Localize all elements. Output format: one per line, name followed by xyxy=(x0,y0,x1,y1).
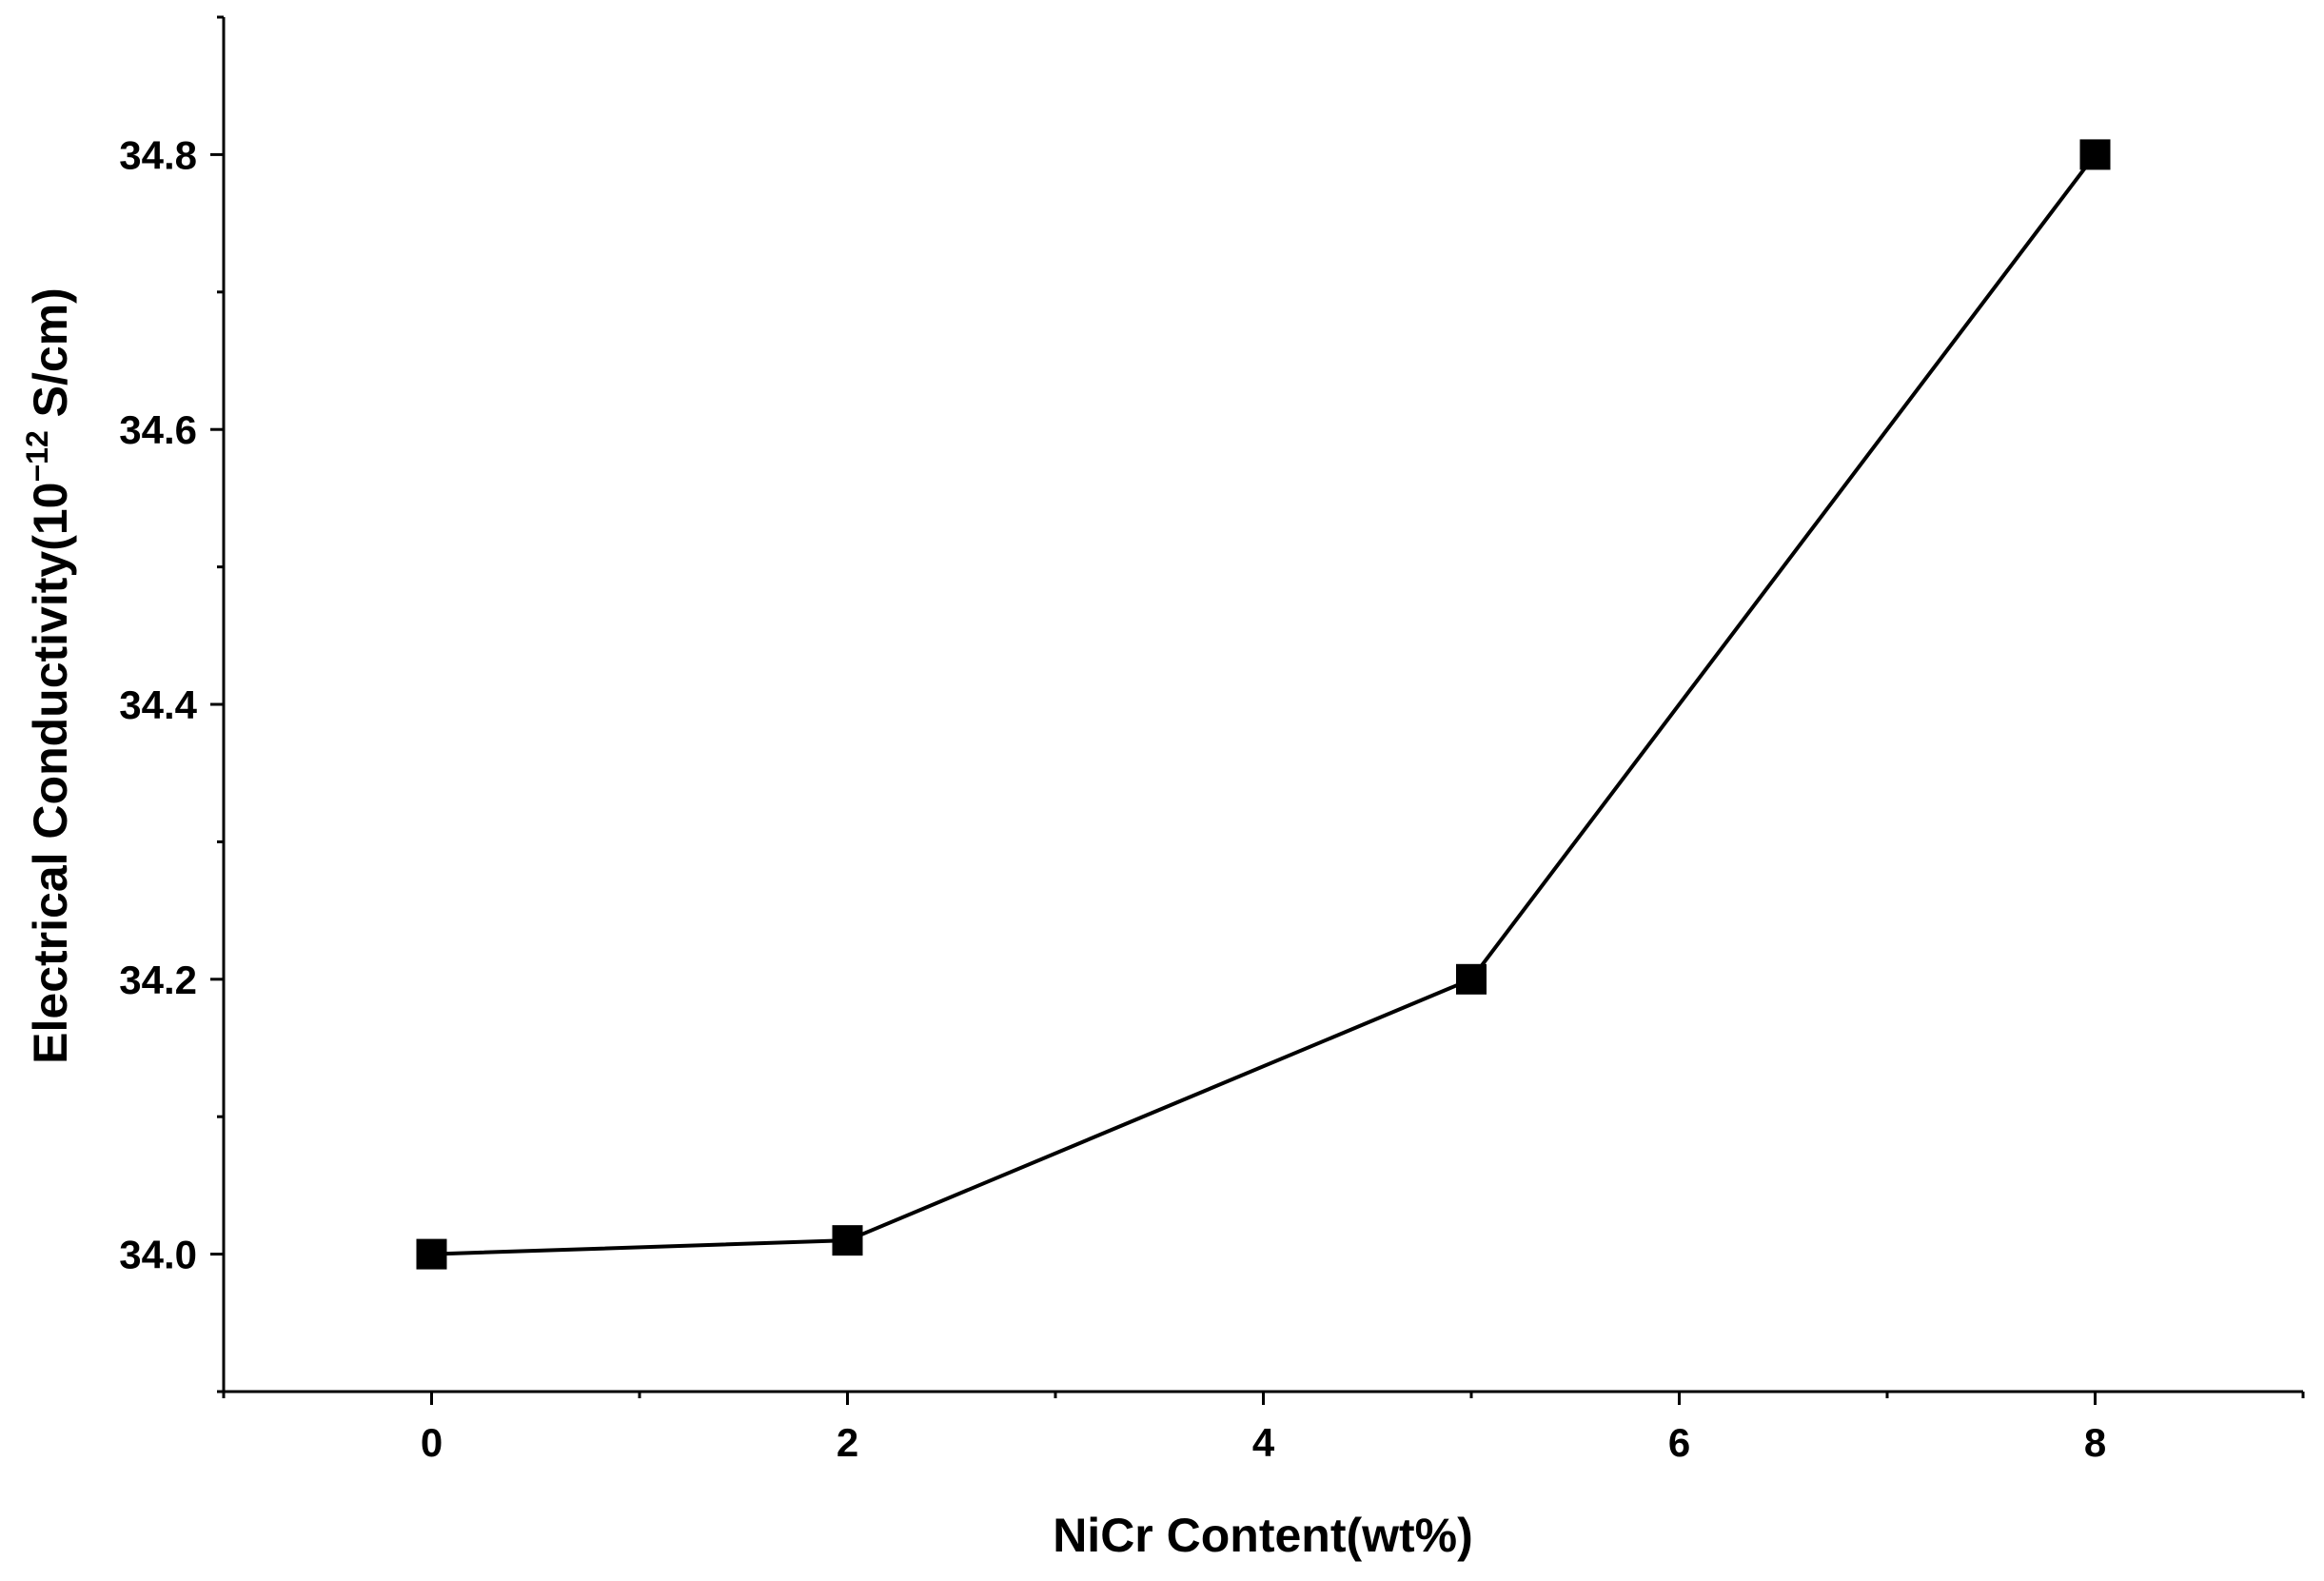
axes xyxy=(222,17,2303,1393)
y-tick-label: 34.6 xyxy=(119,407,197,452)
series xyxy=(416,139,2111,1270)
data-point xyxy=(832,1225,863,1256)
x-tick-label: 4 xyxy=(1252,1420,1275,1465)
y-tick-label: 34.0 xyxy=(119,1233,197,1277)
y-tick-label: 34.8 xyxy=(119,132,197,177)
x-tick-label: 8 xyxy=(2084,1420,2106,1465)
y-axis-title-suffix: S/cm) xyxy=(24,287,77,430)
y-tick-label: 34.2 xyxy=(119,958,197,1002)
series-line xyxy=(431,153,2098,1256)
tick-labels: 0 2 4 6 8 34.0 34.2 34.4 34.6 34.8 xyxy=(119,132,2106,1465)
y-axis-title: Electrical Conductivity(10−12 S/cm) xyxy=(20,287,77,1064)
x-tick-label: 6 xyxy=(1668,1420,1690,1465)
data-point xyxy=(1456,963,1487,995)
x-tick-label: 2 xyxy=(837,1420,858,1465)
data-point xyxy=(2079,139,2111,170)
y-axis-title-exponent: −12 xyxy=(20,430,54,482)
ticks xyxy=(210,15,2305,1405)
x-tick-label: 0 xyxy=(421,1420,443,1465)
data-point xyxy=(416,1238,447,1270)
y-axis-title-prefix: Electrical Conductivity(10 xyxy=(24,483,77,1064)
x-axis-title: NiCr Content(wt%) xyxy=(1053,1509,1473,1562)
y-tick-label: 34.4 xyxy=(119,682,197,727)
